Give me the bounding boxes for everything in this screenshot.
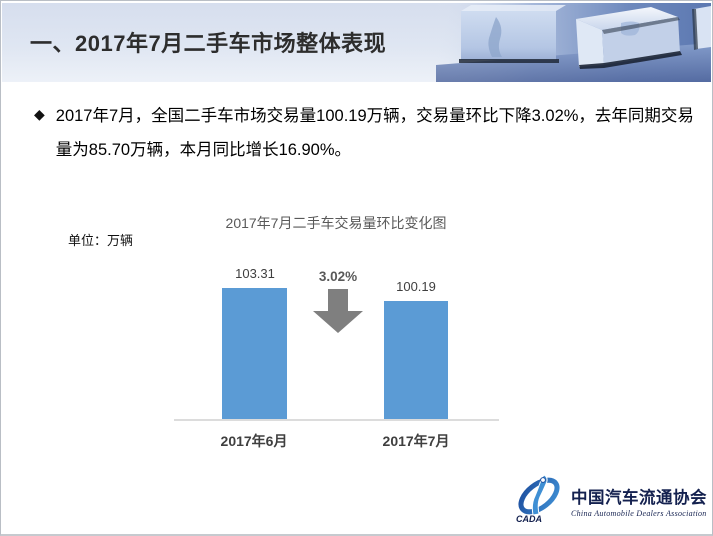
cada-emblem-text: CADA: [516, 514, 542, 523]
bar-value-july: 100.19: [396, 279, 436, 294]
cada-logo: CADA 中国汽车流通协会 China Automobile Dealers A…: [515, 473, 707, 528]
summary-paragraph: ◆ 2017年7月，全国二手车市场交易量100.19万辆，交易量环比下降3.02…: [34, 99, 694, 167]
logo-name-en: China Automobile Dealers Association: [571, 508, 707, 518]
bar-june: [222, 288, 287, 419]
chart-title: 2017年7月二手车交易量环比变化图: [225, 215, 447, 231]
summary-line-1: 2017年7月，全国二手车市场交易量100.19万辆，交易量环比下降3.02%，…: [55, 107, 694, 125]
logo-name-cn: 中国汽车流通协会: [571, 487, 707, 507]
category-label-june: 2017年6月: [220, 433, 288, 449]
summary-text: 2017年7月，全国二手车市场交易量100.19万辆，交易量环比下降3.02%，…: [56, 99, 694, 167]
diamond-bullet-icon: ◆: [34, 106, 45, 122]
logo-names: 中国汽车流通协会 China Automobile Dealers Associ…: [571, 484, 707, 518]
down-arrow-icon: [313, 289, 363, 339]
header-cubes-image: [436, 3, 711, 82]
decline-percent-label: 3.02%: [318, 269, 358, 284]
chart-baseline: [174, 419, 499, 421]
header-band: 一、2017年7月二手车市场整体表现: [2, 3, 711, 82]
category-label-july: 2017年7月: [382, 433, 450, 449]
chart-unit-label: 单位：万辆: [68, 233, 134, 248]
summary-line-2: 量为85.70万辆，本月同比增长16.90%。: [55, 141, 352, 159]
bar-value-june: 103.31: [235, 266, 275, 281]
cada-emblem-icon: CADA: [515, 473, 567, 528]
slide-title: 一、2017年7月二手车市场整体表现: [30, 31, 387, 56]
bar-july: [384, 301, 448, 419]
